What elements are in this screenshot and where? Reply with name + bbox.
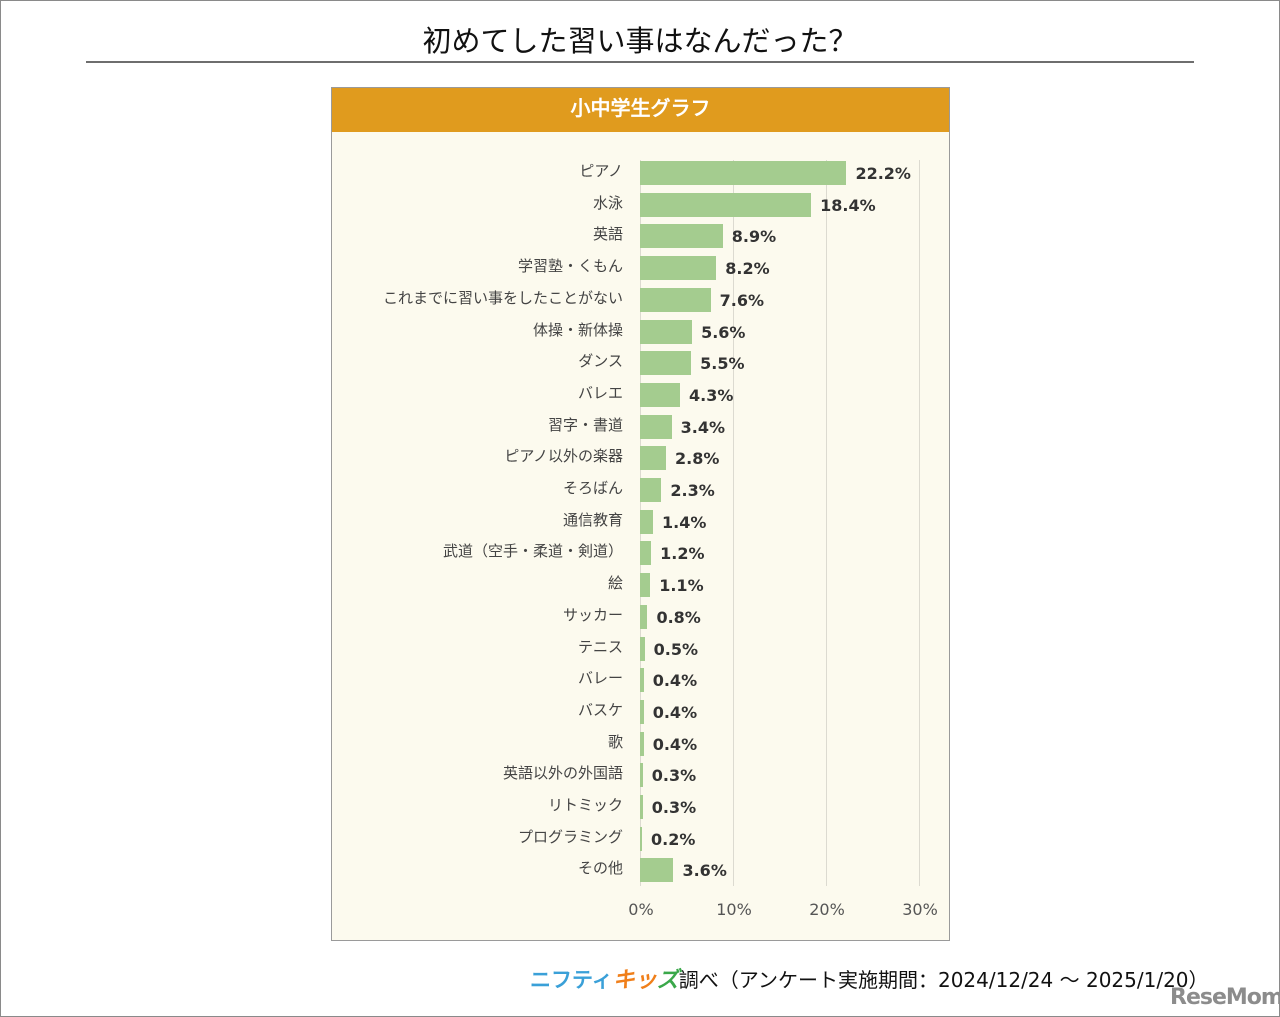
category-label: そろばん (562, 479, 623, 497)
value-label: 0.8% (656, 607, 701, 627)
bar (640, 287, 711, 312)
bar (640, 858, 674, 883)
bar (640, 224, 723, 249)
value-label: 0.4% (652, 734, 698, 754)
category-label: 通信教育 (562, 510, 623, 529)
bar (640, 319, 693, 344)
bar (640, 826, 642, 851)
category-label: 歌 (607, 732, 623, 751)
value-label: 0.5% (653, 639, 699, 659)
value-label: 8.9% (731, 227, 777, 247)
bar (640, 699, 644, 724)
category-label: リトミック (547, 796, 623, 814)
brand-logo-nifty: ニフティ (530, 968, 613, 992)
brand-logo-kids-2: ズ (656, 968, 679, 993)
category-label: 英語以外の外国語 (502, 764, 623, 783)
bar (640, 161, 847, 185)
x-tick-label: 30% (902, 900, 938, 919)
chart-title: 小中学生グラフ (332, 88, 949, 132)
value-label: 0.2% (651, 829, 696, 849)
category-label: バレー (577, 669, 623, 688)
gridline (733, 160, 734, 886)
bar (640, 541, 652, 566)
bar (640, 668, 644, 693)
bar (640, 509, 654, 534)
bar (640, 192, 812, 217)
source-text: 調べ（アンケート実施期間：2024/12/24 ～ 2025/1/20） (678, 968, 1209, 992)
bar (640, 731, 644, 756)
category-label: ピアノ (579, 162, 623, 180)
category-label: 武道（空手・柔道・剣道） (442, 542, 623, 561)
brand-logo-kids-1: キッ (612, 968, 657, 993)
plot-area: 0% 10% 20% 30% ピアノ 22.2% 水泳 18.4% 英語 8.9% 学習塾・くもん 8… (332, 88, 949, 940)
gridline (919, 160, 920, 886)
value-label: 5.6% (701, 322, 746, 342)
category-label: バレエ (577, 383, 623, 402)
chart-panel: 小中学生グラフ 0% 10% 20% 30% ピアノ 22.2% 水泳 18.4% 英語 8.9%… (331, 87, 950, 941)
value-label: 3.6% (682, 861, 727, 881)
category-label: テニス (577, 637, 623, 656)
value-label: 0.3% (651, 766, 697, 786)
value-label: 4.3% (688, 385, 734, 405)
category-label: プログラミング (517, 827, 623, 846)
value-label: 1.4% (662, 512, 707, 532)
value-label: 0.4% (652, 671, 698, 691)
value-label: 18.4% (820, 195, 876, 215)
bar (640, 604, 648, 629)
bar (640, 478, 662, 502)
value-label: 5.5% (700, 354, 745, 374)
x-tick-label: 0% (628, 900, 654, 919)
category-label: 学習塾・くもん (517, 257, 623, 276)
value-label: 22.2% (855, 164, 911, 183)
category-label: ピアノ以外の楽器 (504, 447, 623, 466)
value-label: 1.2% (660, 544, 705, 564)
x-tick-label: 20% (809, 900, 845, 919)
bar (640, 351, 692, 376)
value-label: 1.1% (659, 576, 704, 596)
value-label: 7.6% (719, 290, 765, 310)
bar (640, 795, 643, 819)
page-title: 初めてした習い事はなんだった？ (422, 24, 858, 58)
category-label: ダンス (578, 352, 623, 371)
value-label: 3.4% (680, 417, 725, 437)
watermark-logo: ReseMom (1170, 985, 1280, 1010)
title-divider (86, 61, 1194, 63)
value-label: 0.4% (652, 702, 698, 722)
value-label: 2.3% (670, 481, 715, 500)
category-label: 英語 (592, 225, 623, 244)
gridline (826, 160, 827, 886)
x-tick-label: 10% (716, 900, 752, 919)
value-label: 2.8% (675, 449, 720, 469)
category-label: 水泳 (592, 193, 623, 212)
category-label: 絵 (607, 574, 623, 593)
source-note: ニフティキッズ調べ（アンケート実施期間：2024/12/24 ～ 2025/1/… (530, 962, 1209, 994)
bar (640, 763, 643, 788)
bar (640, 636, 645, 661)
bar (640, 573, 651, 598)
category-label: 習字・書道 (547, 415, 623, 434)
bar (640, 446, 667, 471)
category-label: バスケ (577, 700, 623, 719)
value-label: 0.3% (651, 798, 697, 817)
bar (640, 414, 672, 439)
category-label: 体操・新体操 (532, 320, 623, 339)
bar (640, 382, 680, 407)
bar (640, 256, 717, 281)
value-label: 8.2% (725, 259, 770, 279)
category-label: これまでに習い事をしたことがない (382, 288, 623, 307)
category-label: その他 (577, 859, 623, 878)
category-label: サッカー (562, 605, 623, 624)
